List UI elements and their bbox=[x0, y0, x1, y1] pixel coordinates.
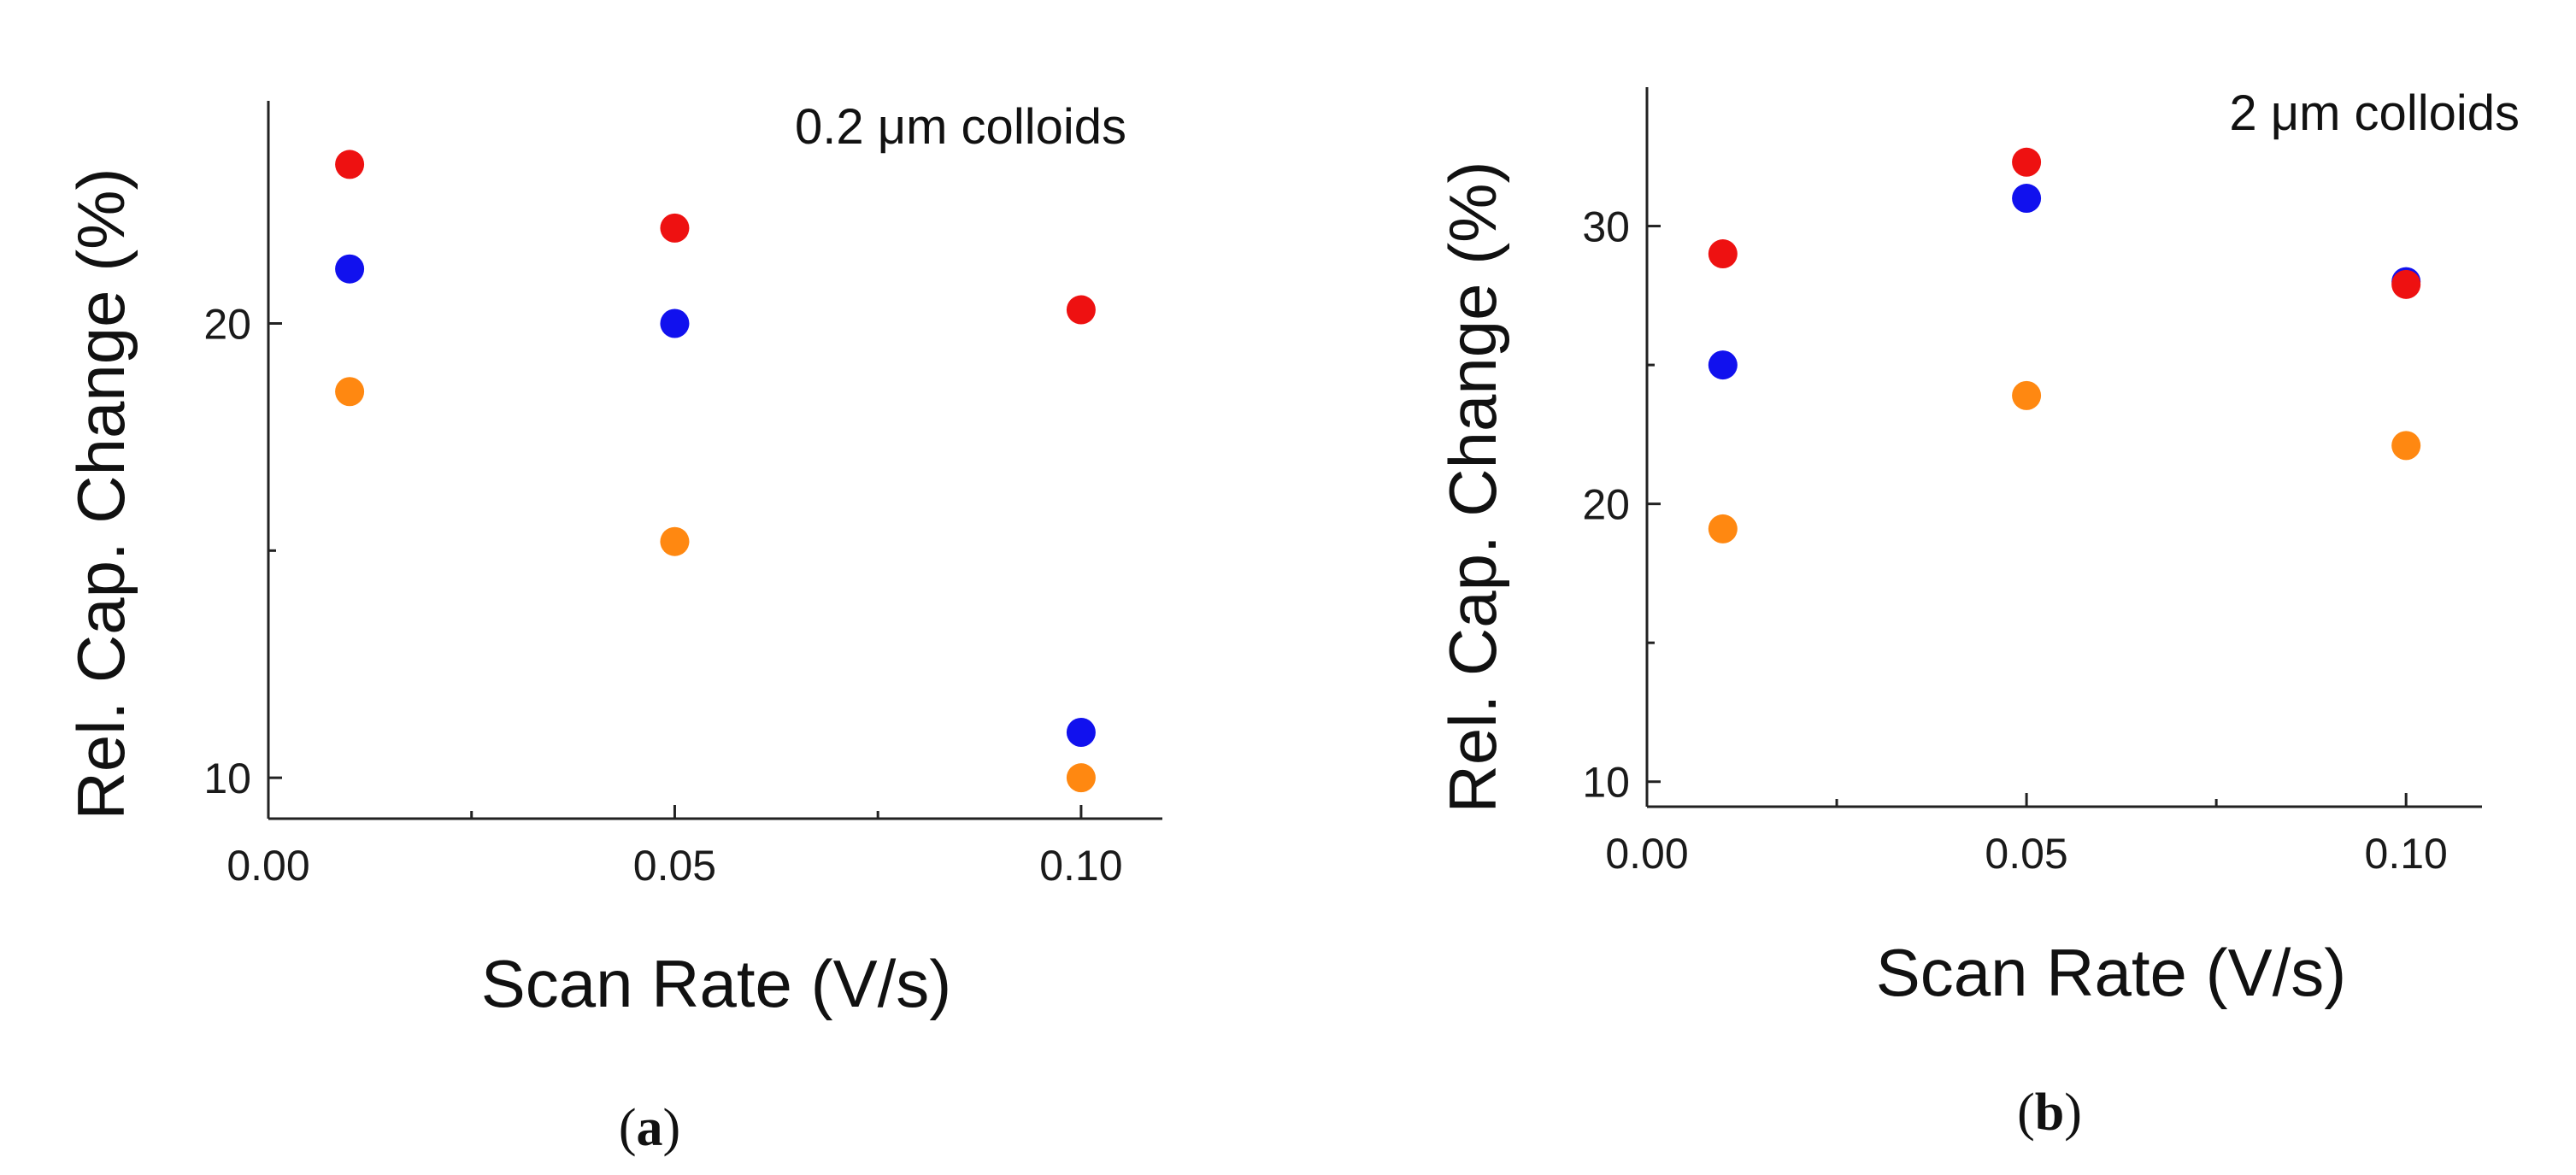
y-tick-label-b: 10 bbox=[1582, 759, 1630, 807]
data-point-orange-a bbox=[660, 526, 690, 556]
x-tick-label-a: 0.05 bbox=[633, 842, 716, 890]
data-point-blue-a bbox=[335, 254, 365, 284]
chart-panel-a: 0.00 0.05 0.10 10 20 0.2 μm colloids Scan Ra… bbox=[63, 99, 1162, 1157]
annotation-b: 2 μm colloids bbox=[2229, 85, 2520, 141]
data-point-blue-b bbox=[2012, 184, 2042, 214]
x-tick-label-a: 0.10 bbox=[1039, 842, 1122, 890]
y-axis-title-b: Rel. Cap. Change (%) bbox=[1435, 161, 1510, 813]
data-point-red-a bbox=[660, 213, 690, 243]
data-point-orange-b bbox=[1708, 514, 1738, 543]
data-point-red-a bbox=[335, 150, 365, 179]
data-point-orange-a bbox=[335, 377, 365, 407]
plot-area-a: 0.00 0.05 0.10 10 20 bbox=[203, 101, 1162, 890]
data-point-blue-b bbox=[1708, 350, 1738, 380]
data-point-blue-a bbox=[660, 308, 690, 338]
data-point-blue-a bbox=[1066, 717, 1096, 747]
panel-label-b: (b) bbox=[2017, 1084, 2082, 1142]
panel-label-a: (a) bbox=[619, 1099, 680, 1157]
x-tick-label-b: 0.05 bbox=[1985, 830, 2067, 878]
chart-panel-b: 0.00 0.05 0.10 10 20 30 2 μm colloids Scan Ra… bbox=[1435, 85, 2520, 1142]
data-point-orange-b bbox=[2391, 431, 2421, 461]
y-axis-title-a: Rel. Cap. Change (%) bbox=[63, 167, 138, 820]
data-point-red-a bbox=[1066, 295, 1096, 325]
data-point-orange-a bbox=[1066, 763, 1096, 793]
x-tick-label-b: 0.00 bbox=[1605, 830, 1688, 878]
y-tick-label-a: 20 bbox=[203, 301, 251, 349]
data-point-red-b bbox=[2391, 269, 2421, 299]
data-point-orange-b bbox=[2012, 380, 2042, 410]
data-point-red-b bbox=[2012, 147, 2042, 177]
plot-area-b: 0.00 0.05 0.10 10 20 30 bbox=[1582, 87, 2482, 878]
x-tick-label-b: 0.10 bbox=[2365, 830, 2448, 878]
data-point-red-b bbox=[1708, 239, 1738, 269]
y-tick-label-b: 30 bbox=[1582, 203, 1630, 251]
annotation-a: 0.2 μm colloids bbox=[795, 99, 1126, 155]
x-axis-title-a: Scan Rate (V/s) bbox=[481, 946, 952, 1021]
y-tick-label-a: 10 bbox=[203, 755, 251, 802]
x-tick-label-a: 0.00 bbox=[226, 842, 309, 890]
x-axis-title-b: Scan Rate (V/s) bbox=[1876, 935, 2347, 1010]
y-tick-label-b: 20 bbox=[1582, 481, 1630, 529]
